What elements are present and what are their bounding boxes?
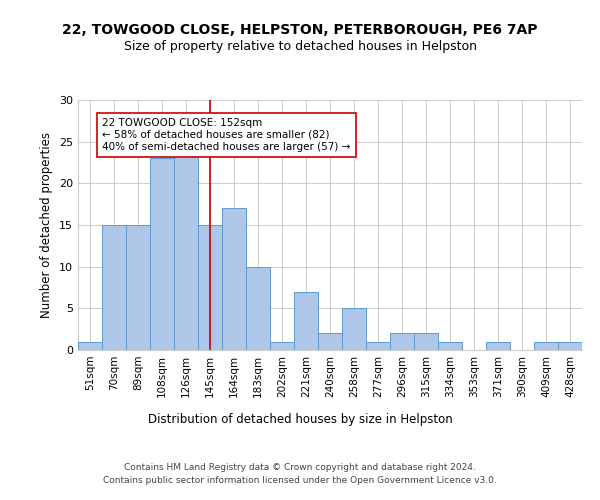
Y-axis label: Number of detached properties: Number of detached properties <box>40 132 53 318</box>
Bar <box>414 334 438 350</box>
Bar <box>438 342 462 350</box>
Bar <box>366 342 390 350</box>
Bar <box>390 334 414 350</box>
Bar <box>198 225 222 350</box>
Text: 22 TOWGOOD CLOSE: 152sqm
← 58% of detached houses are smaller (82)
40% of semi-d: 22 TOWGOOD CLOSE: 152sqm ← 58% of detach… <box>102 118 350 152</box>
Text: Size of property relative to detached houses in Helpston: Size of property relative to detached ho… <box>124 40 476 53</box>
Text: Contains public sector information licensed under the Open Government Licence v3: Contains public sector information licen… <box>103 476 497 485</box>
Text: Contains HM Land Registry data © Crown copyright and database right 2024.: Contains HM Land Registry data © Crown c… <box>124 462 476 471</box>
Bar <box>78 342 102 350</box>
Bar <box>294 292 318 350</box>
Bar <box>174 150 198 350</box>
Text: Distribution of detached houses by size in Helpston: Distribution of detached houses by size … <box>148 412 452 426</box>
Bar <box>270 342 294 350</box>
Bar <box>318 334 342 350</box>
Bar <box>102 225 126 350</box>
Bar <box>342 308 366 350</box>
Bar <box>246 266 270 350</box>
Bar <box>534 342 558 350</box>
Bar <box>150 158 174 350</box>
Bar <box>222 208 246 350</box>
Bar <box>126 225 150 350</box>
Text: 22, TOWGOOD CLOSE, HELPSTON, PETERBOROUGH, PE6 7AP: 22, TOWGOOD CLOSE, HELPSTON, PETERBOROUG… <box>62 22 538 36</box>
Bar <box>486 342 510 350</box>
Bar <box>558 342 582 350</box>
